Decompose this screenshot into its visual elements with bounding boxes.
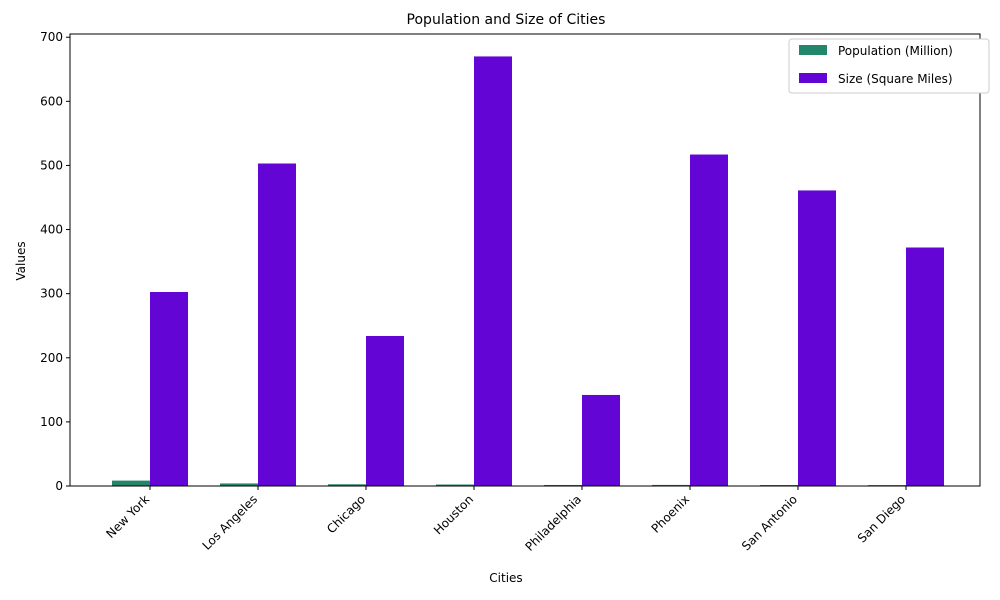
x-tick-label: Los Angeles — [200, 492, 261, 553]
chart-title: Population and Size of Cities — [407, 12, 606, 28]
axes-frame — [69, 33, 981, 487]
bar-size-new-york — [150, 291, 188, 486]
x-tick-label: Phoenix — [649, 492, 693, 536]
legend-box — [788, 38, 990, 94]
legend-swatch-size — [799, 73, 827, 83]
y-tick-label: 0 — [55, 479, 63, 493]
bar-size-phoenix — [690, 154, 728, 487]
bar-population-los-angeles — [220, 483, 258, 486]
x-tick-label: Houston — [431, 492, 476, 537]
bar-size-san-antonio — [798, 190, 836, 486]
y-tick-label: 700 — [40, 30, 63, 44]
y-tick-label: 300 — [40, 287, 63, 301]
x-tick-label: Philadelphia — [523, 492, 585, 554]
x-tick-label: New York — [103, 492, 152, 541]
bar-size-philadelphia — [582, 394, 620, 486]
x-tick-label: San Antonio — [739, 492, 800, 553]
plot-area: 0 100 200 300 400 500 600 700 New York Los Angele… — [40, 30, 981, 554]
bar-population-philadelphia — [544, 484, 582, 486]
y-tick-label: 600 — [40, 94, 63, 108]
y-tick-label: 400 — [40, 223, 63, 237]
y-tick-label: 500 — [40, 158, 63, 172]
x-tick-label: San Diego — [855, 492, 908, 545]
y-tick-label: 100 — [40, 415, 63, 429]
legend-label-size: Size (Square Miles) — [838, 72, 953, 86]
x-axis-label: Cities — [489, 571, 522, 585]
bar-size-houston — [474, 56, 512, 486]
bar-size-chicago — [366, 335, 404, 486]
bar-population-chicago — [328, 484, 366, 486]
bar-size-los-angeles — [258, 163, 296, 486]
bar-population-new-york — [112, 480, 150, 486]
legend-swatch-population — [799, 45, 827, 55]
bar-population-houston — [436, 484, 474, 486]
x-tick-label: Chicago — [324, 492, 368, 536]
bar-population-phoenix — [652, 484, 690, 486]
y-axis-label: Values — [14, 241, 28, 280]
y-tick-label: 200 — [40, 351, 63, 365]
bar-size-san-diego — [906, 247, 944, 486]
legend: Population (Million) Size (Square Miles) — [788, 38, 990, 94]
legend-label-population: Population (Million) — [838, 44, 953, 58]
